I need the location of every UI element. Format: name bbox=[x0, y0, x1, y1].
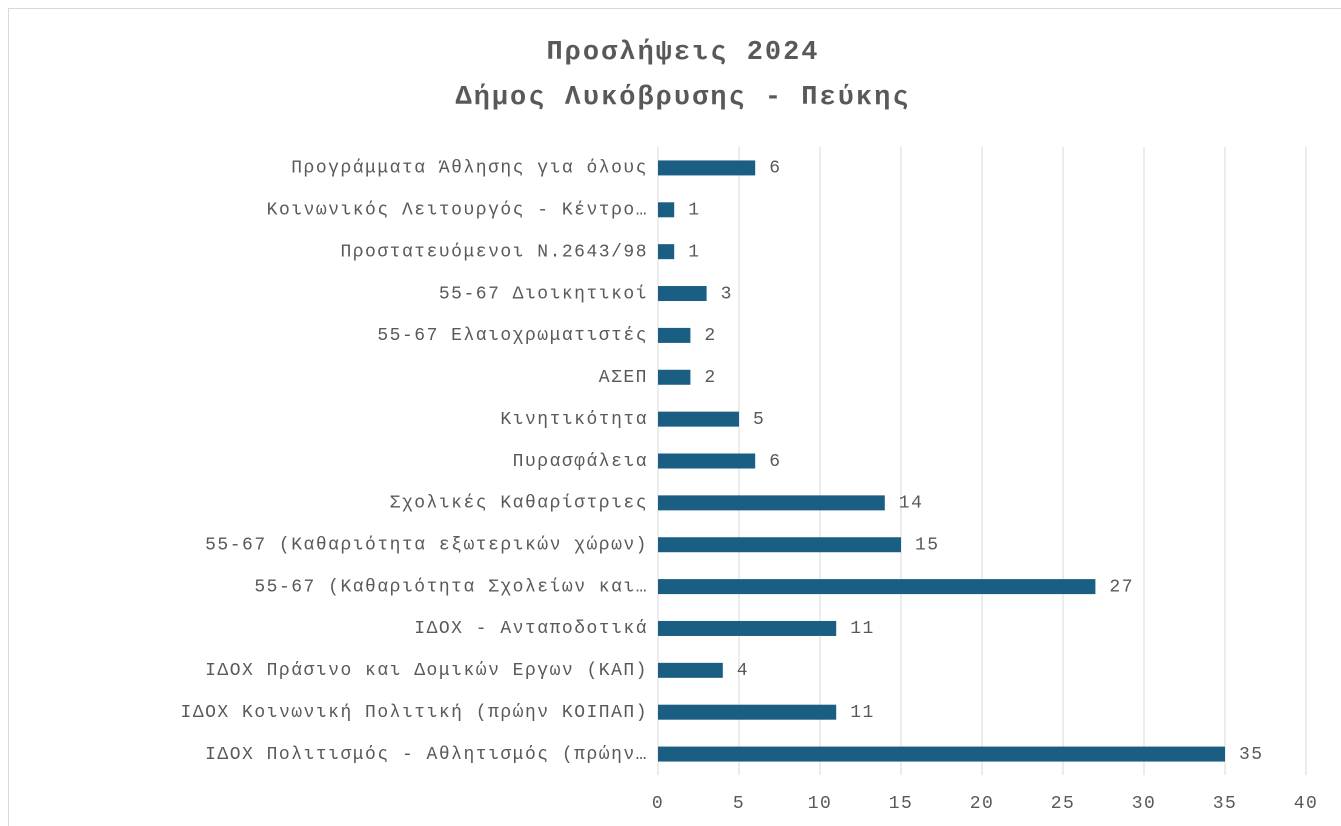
y-tick-label: ΙΔΟΧ Πολιτισμός - Αθλητισμός (πρώην… bbox=[205, 745, 648, 765]
bar bbox=[658, 453, 756, 469]
data-label: 15 bbox=[915, 535, 940, 555]
x-tick-label: 5 bbox=[733, 794, 745, 814]
bar bbox=[658, 202, 675, 218]
x-tick-label: 20 bbox=[970, 794, 995, 814]
chart-title: Προσλήψεις 2024 bbox=[546, 38, 819, 68]
bar bbox=[658, 495, 885, 511]
x-tick-label: 0 bbox=[652, 794, 664, 814]
data-label: 6 bbox=[769, 159, 781, 179]
bar bbox=[658, 327, 691, 343]
data-label: 1 bbox=[688, 201, 700, 221]
x-tick-label: 15 bbox=[889, 794, 914, 814]
y-tick-label: ΙΔΟΧ Πράσινο και Δομικών Εργων (ΚΑΠ) bbox=[205, 661, 648, 681]
bar bbox=[658, 160, 756, 176]
data-label: 11 bbox=[850, 703, 875, 723]
bar bbox=[658, 662, 723, 678]
y-tick-label: Προγράμματα Άθλησης για όλους bbox=[291, 159, 648, 179]
bar bbox=[658, 746, 1225, 762]
bar bbox=[658, 620, 837, 636]
x-tick-label: 10 bbox=[808, 794, 833, 814]
x-tick-label: 35 bbox=[1213, 794, 1238, 814]
bar bbox=[658, 286, 707, 302]
x-tick-label: 40 bbox=[1294, 794, 1319, 814]
y-tick-label: ΙΔΟΧ Κοινωνική Πολιτική (πρώην ΚΟΙΠΑΠ) bbox=[181, 703, 648, 723]
x-tick-label: 25 bbox=[1051, 794, 1076, 814]
data-label: 14 bbox=[899, 494, 924, 514]
data-label: 3 bbox=[721, 284, 733, 304]
y-tick-label: Κοινωνικός Λειτουργός - Κέντρο… bbox=[267, 201, 648, 221]
data-label: 5 bbox=[753, 410, 765, 430]
chart-subtitle: Δήμος Λυκόβρυσης - Πεύκης bbox=[455, 82, 910, 113]
data-label: 35 bbox=[1239, 745, 1264, 765]
data-label: 2 bbox=[704, 368, 716, 388]
x-tick-label: 30 bbox=[1132, 794, 1157, 814]
data-label: 6 bbox=[769, 452, 781, 472]
bar bbox=[658, 579, 1096, 595]
data-label: 1 bbox=[688, 242, 700, 262]
bar bbox=[658, 537, 901, 553]
y-tick-label: 55-67 (Καθαριότητα εξωτερικών χώρων) bbox=[205, 535, 648, 555]
y-tick-label: Κινητικότητα bbox=[500, 410, 648, 430]
bar bbox=[658, 411, 739, 427]
bar bbox=[658, 704, 837, 720]
y-tick-label: ΑΣΕΠ bbox=[599, 368, 648, 388]
y-tick-label: 55-67 Διοικητικοί bbox=[439, 284, 648, 304]
y-tick-label: Σχολικές Καθαρίστριες bbox=[390, 494, 648, 514]
data-label: 27 bbox=[1109, 577, 1134, 597]
bar bbox=[658, 369, 691, 385]
y-tick-label: Πυρασφάλεια bbox=[513, 452, 648, 472]
data-label: 4 bbox=[737, 661, 749, 681]
data-label: 2 bbox=[704, 326, 716, 346]
y-tick-label: 55-67 (Καθαριότητα Σχολείων και… bbox=[254, 577, 648, 597]
y-tick-label: Προστατευόμενοι Ν.2643/98 bbox=[340, 242, 648, 262]
data-label: 11 bbox=[850, 619, 875, 639]
y-tick-label: 55-67 Ελαιοχρωματιστές bbox=[377, 326, 648, 346]
bar bbox=[658, 244, 675, 260]
y-tick-label: ΙΔΟΧ - Ανταποδοτικά bbox=[414, 619, 648, 639]
